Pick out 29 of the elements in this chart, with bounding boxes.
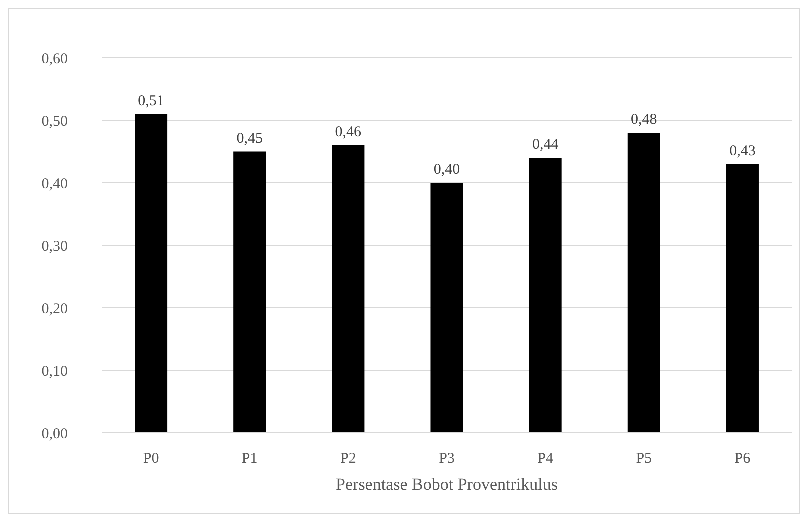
bar (332, 146, 365, 433)
x-tick-label: P5 (636, 451, 652, 467)
data-label: 0,43 (730, 143, 756, 160)
y-tick-label: 0,30 (42, 238, 68, 255)
data-label: 0,48 (631, 112, 658, 128)
x-tick-label: P1 (242, 451, 258, 467)
bar (726, 164, 759, 433)
y-tick-label: 0,60 (42, 51, 68, 68)
x-tick-label: P6 (734, 451, 752, 467)
y-tick-label: 0,00 (42, 426, 68, 442)
y-tick-label: 0,40 (42, 176, 68, 192)
x-axis-title: Persentase Bobot Proventrikulus (336, 475, 558, 494)
data-label: 0,46 (335, 124, 362, 140)
bar (135, 114, 168, 433)
bar (628, 133, 660, 433)
data-label: 0,51 (138, 93, 164, 110)
y-tick-label: 0,20 (42, 301, 68, 318)
y-tick-label: 0,50 (42, 114, 68, 130)
x-tick-label: P2 (340, 451, 356, 467)
bar (430, 183, 464, 433)
bar (234, 152, 266, 433)
data-label: 0,45 (236, 130, 263, 147)
x-tick-label: P4 (538, 451, 554, 467)
bar (529, 158, 562, 433)
data-label: 0,40 (434, 162, 460, 178)
x-tick-label: P3 (439, 451, 455, 467)
data-label: 0,44 (532, 137, 560, 153)
y-tick-label: 0,10 (42, 364, 68, 380)
x-tick-label: P0 (143, 451, 160, 467)
